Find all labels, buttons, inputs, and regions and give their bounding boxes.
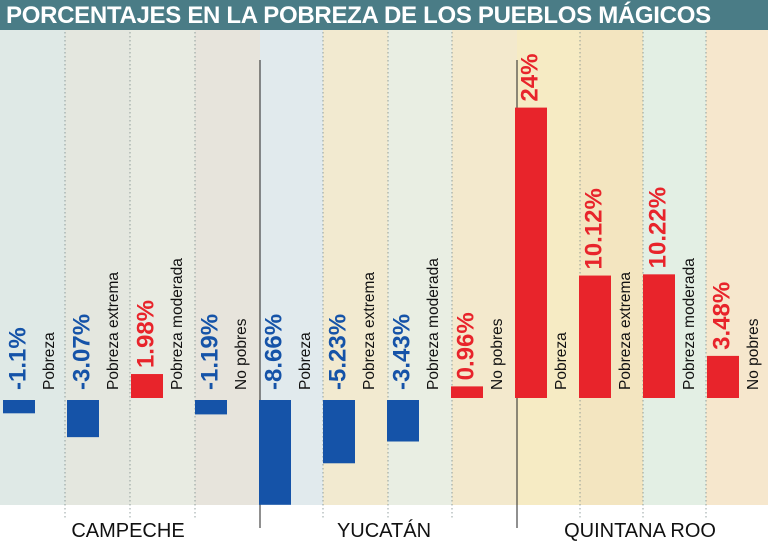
background-panel	[452, 30, 517, 510]
background-panel	[643, 30, 706, 510]
category-label: Pobreza extrema	[105, 272, 122, 390]
data-label: -3.07%	[68, 314, 95, 390]
chart-title: PORCENTAJES EN LA POBREZA DE LOS PUEBLOS…	[6, 2, 711, 29]
group-label: QUINTANA ROO	[564, 520, 716, 542]
background-panel	[65, 30, 130, 510]
category-label: No pobres	[233, 318, 250, 390]
data-label: 24%	[516, 54, 543, 102]
bar-quintana-roo-pobreza-extrema	[579, 275, 611, 398]
bar-campeche-pobreza	[3, 400, 35, 414]
category-label: Pobreza	[41, 332, 58, 390]
data-label: -8.66%	[260, 314, 287, 390]
background-panel	[580, 30, 643, 510]
category-label: Pobreza extrema	[361, 272, 378, 390]
data-label: 10.12%	[580, 188, 607, 269]
bar-quintana-roo-pobreza-moderada	[643, 274, 675, 398]
data-label: -1.19%	[196, 314, 223, 390]
bar-quintana-roo-pobreza	[515, 107, 547, 398]
bar-yucatan-no-pobres	[451, 386, 483, 398]
bar-quintana-roo-no-pobres	[707, 355, 739, 398]
category-label: Pobreza moderada	[681, 258, 698, 390]
category-label: Pobreza	[297, 332, 314, 390]
group-label: YUCATÁN	[337, 519, 431, 542]
title-bar: PORCENTAJES EN LA POBREZA DE LOS PUEBLOS…	[0, 0, 768, 30]
bar-campeche-pobreza-moderada	[131, 374, 163, 398]
category-label: No pobres	[745, 318, 762, 390]
category-label: Pobreza moderada	[425, 258, 442, 390]
bar-yucatan-pobreza-moderada	[387, 400, 419, 442]
bar-campeche-no-pobres	[195, 400, 227, 415]
bar-campeche-pobreza-extrema	[67, 400, 99, 438]
data-label: -5.23%	[324, 314, 351, 390]
data-label: 1.98%	[132, 300, 159, 368]
data-label: 0.96%	[452, 312, 479, 380]
category-label: Pobreza extrema	[617, 272, 634, 390]
background-panel	[0, 30, 65, 510]
data-label: 10.22%	[644, 187, 671, 268]
background-panel	[130, 30, 195, 510]
data-label: -3.43%	[388, 314, 415, 390]
background-panel	[706, 30, 768, 510]
bar-yucatan-pobreza-extrema	[323, 400, 355, 464]
category-label: No pobres	[489, 318, 506, 390]
category-label: Pobreza moderada	[169, 258, 186, 390]
bar-yucatan-pobreza	[259, 400, 291, 505]
footer-band	[0, 505, 768, 553]
data-label: 3.48%	[708, 282, 735, 350]
group-label: CAMPECHE	[71, 520, 184, 542]
background-panel	[195, 30, 260, 510]
category-label: Pobreza	[553, 332, 570, 390]
data-label: -1.1%	[4, 327, 31, 390]
